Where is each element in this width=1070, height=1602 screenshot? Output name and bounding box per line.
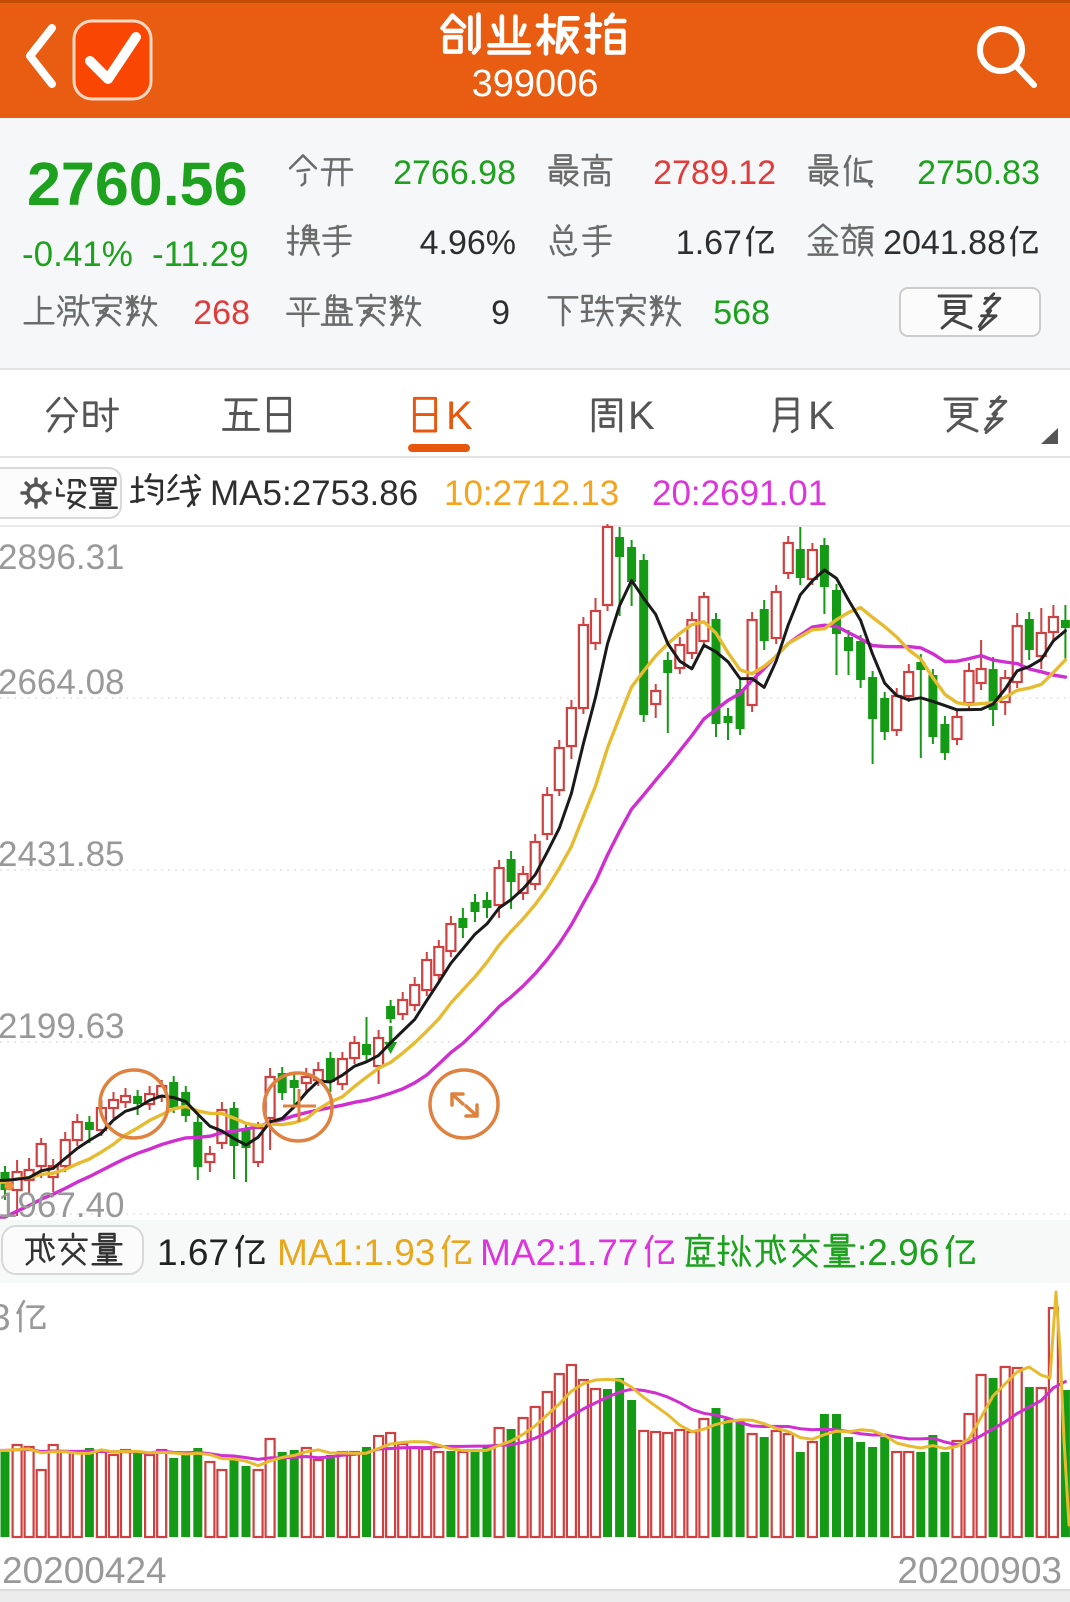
- svg-text:399006: 399006: [472, 63, 599, 105]
- svg-text:9: 9: [491, 294, 510, 332]
- svg-text:2789.12: 2789.12: [653, 154, 776, 192]
- svg-text:3: 3: [0, 1297, 11, 1338]
- svg-text:2766.98: 2766.98: [393, 154, 516, 192]
- svg-text::2.96: :2.96: [857, 1232, 939, 1273]
- svg-text:2041.88: 2041.88: [883, 224, 1006, 262]
- svg-text:-0.41%: -0.41%: [22, 235, 133, 274]
- svg-text:20200903: 20200903: [897, 1550, 1062, 1591]
- svg-text:K: K: [446, 394, 473, 438]
- svg-text:2431.85: 2431.85: [0, 835, 125, 874]
- svg-text:1967.40: 1967.40: [0, 1186, 125, 1225]
- svg-text:4.96%: 4.96%: [420, 224, 516, 262]
- svg-text:2664.08: 2664.08: [0, 663, 125, 702]
- svg-text:2896.31: 2896.31: [0, 538, 125, 577]
- svg-text:268: 268: [193, 294, 250, 332]
- svg-text:568: 568: [713, 294, 770, 332]
- svg-text:2750.83: 2750.83: [917, 154, 1040, 192]
- svg-text:2199.63: 2199.63: [0, 1007, 125, 1046]
- svg-text:MA2:1.77: MA2:1.77: [480, 1232, 638, 1273]
- svg-text:K: K: [808, 394, 835, 438]
- svg-text:1.67: 1.67: [157, 1232, 229, 1273]
- svg-text:-11.29: -11.29: [152, 235, 249, 274]
- svg-text:2760.56: 2760.56: [27, 150, 248, 218]
- svg-text:20:2691.01: 20:2691.01: [652, 474, 827, 513]
- svg-text:20200424: 20200424: [2, 1550, 167, 1591]
- svg-text:10:2712.13: 10:2712.13: [444, 474, 619, 513]
- svg-text:K: K: [628, 394, 655, 438]
- svg-text:MA5:2753.86: MA5:2753.86: [210, 474, 418, 513]
- svg-text:MA1:1.93: MA1:1.93: [277, 1232, 435, 1273]
- svg-text:1.67: 1.67: [676, 224, 742, 262]
